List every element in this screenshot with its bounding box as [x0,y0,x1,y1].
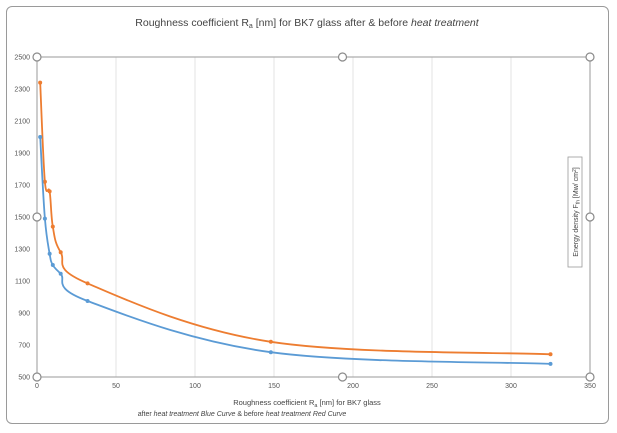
axes [36,56,591,378]
y-tick-label: 1700 [14,183,30,190]
x-tick-label: 150 [268,383,280,390]
series-line-1 [39,136,551,365]
data-point [85,299,90,303]
data-point [548,361,553,366]
x-tick-label: 300 [505,383,517,390]
data-point [38,80,43,85]
data-point [47,251,52,256]
resize-handle[interactable] [32,52,42,62]
y-tick-labels: 500 700 900 1100 1300 1500 1700 1900 2100 2300 250… [14,55,30,382]
series-line-0 [39,82,551,356]
y-tick-label: 1500 [14,215,30,222]
data-point [58,250,63,255]
data-point [47,189,52,194]
data-point [42,216,47,221]
y-tick-label: 1900 [14,151,30,158]
data-point [42,179,47,184]
y-tick-label: 2500 [14,55,30,62]
data-point [85,281,90,286]
x-tick-label: 250 [426,383,438,390]
resize-handle[interactable] [32,212,42,222]
grid-lines [115,57,591,377]
x-tick-label: 50 [112,383,120,390]
selection-handles[interactable] [32,52,595,382]
data-point [268,350,273,355]
resize-handle[interactable] [585,212,595,222]
series-group [38,80,553,366]
chart-svg: Roughness coefficient Ra [nm] for BK7 gl… [14,17,596,418]
data-point [268,339,273,344]
y-tick-label: 1100 [15,279,30,286]
x-axis-label: Roughness coefficient Ra [nm] for BK7 gl… [233,398,381,409]
x-tick-label: 350 [584,383,596,390]
x-axis-sublabel: after heat treatment Blue Curve & before… [138,411,347,418]
x-tick-labels: 0 50 100 150 200 250 300 350 [35,383,596,390]
y-tick-label: 700 [18,343,30,350]
data-point [548,352,553,357]
resize-handle[interactable] [585,52,595,62]
y-tick-label: 900 [18,311,30,318]
x-tick-label: 100 [189,383,201,390]
y-axis-label: Energy density Fth [Mw/ cm2] [572,167,582,256]
resize-handle[interactable] [337,372,348,382]
resize-handle[interactable] [337,52,348,62]
y-tick-label: 2300 [14,87,30,94]
data-point [50,263,55,267]
chart-title: Roughness coefficient Ra [nm] for BK7 gl… [135,17,479,30]
y-axis-label-box: Energy density Fth [Mw/ cm2] [567,156,583,268]
x-tick-label: 0 [35,383,39,390]
x-tick-label: 200 [347,383,359,390]
resize-handle[interactable] [32,372,42,382]
resize-handle[interactable] [585,372,595,382]
data-point [38,135,43,139]
data-point [58,271,63,276]
data-point [50,224,55,229]
chart-frame: Roughness coefficient Ra [nm] for BK7 gl… [6,6,609,424]
y-tick-label: 2100 [14,119,30,126]
y-tick-label: 500 [18,375,30,382]
y-tick-label: 1300 [14,247,30,254]
